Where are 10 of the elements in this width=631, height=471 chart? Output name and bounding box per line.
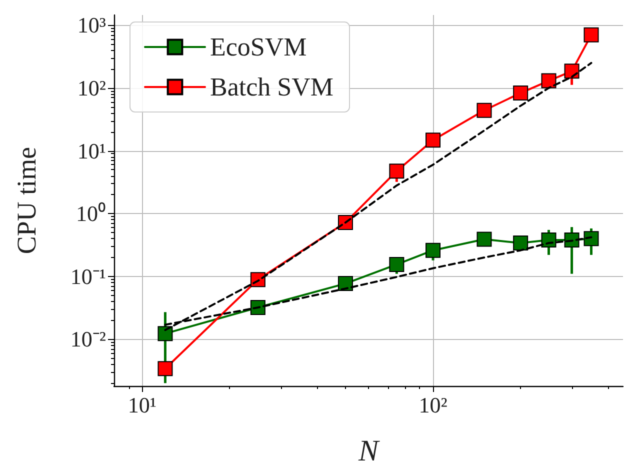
y-tick-label: 10³: [77, 12, 106, 38]
y-tick-label: 10²: [77, 75, 106, 100]
y-axis-title: CPU time: [12, 146, 42, 254]
y-tick-label: 10¹: [77, 138, 106, 164]
y-tick-label: 10⁻¹: [70, 264, 106, 289]
x-axis-title: N: [357, 434, 380, 468]
y-tick-label: 10⁰: [76, 201, 106, 226]
y-tick-label: 10⁻²: [70, 326, 106, 352]
legend-label: EcoSVM: [210, 32, 307, 62]
legend-label: Batch SVM: [210, 72, 334, 102]
